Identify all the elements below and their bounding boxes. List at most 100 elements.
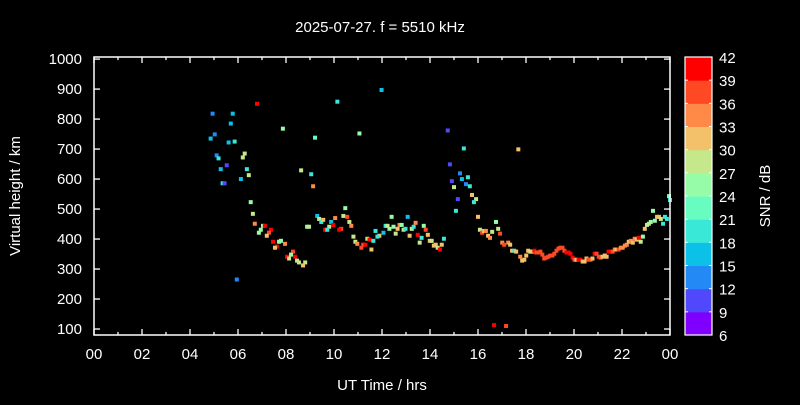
data-point [317,216,322,221]
data-point [371,238,376,243]
data-point [349,223,354,228]
data-point [411,224,416,229]
data-point [542,256,547,261]
x-tick-label: 10 [326,346,343,363]
colorbar-tick-label: 33 [719,120,736,137]
data-point [437,247,442,252]
data-point [234,277,239,282]
colorbar-tick-label: 6 [719,328,727,345]
data-point [287,256,292,261]
data-point [476,214,480,219]
data-point [256,230,261,235]
data-point [363,242,368,247]
y-tick-label: 500 [57,201,82,218]
data-point [514,249,519,254]
data-point [395,226,400,231]
data-points [208,87,672,329]
x-axis-label: UT Time / hrs [337,377,427,394]
colorbar-tick-label: 21 [719,212,736,229]
y-tick-label: 200 [57,291,82,308]
data-point [568,251,573,256]
data-point [650,208,655,213]
data-point [271,239,276,244]
data-point [409,226,414,231]
data-point [325,227,330,232]
data-point [375,234,380,239]
data-point [365,236,370,241]
data-point [474,197,479,202]
colorbar-band [685,219,712,243]
data-point [355,241,360,246]
data-point [624,242,629,247]
data-point [319,219,324,224]
data-point [381,230,386,235]
data-point [359,245,364,250]
y-tick-label: 800 [57,111,82,128]
data-point [483,228,488,233]
data-point [502,242,507,247]
data-point [212,132,217,137]
data-point [280,126,285,131]
data-point [405,214,410,219]
colorbar-tick-label: 18 [719,235,736,252]
data-point [449,179,454,184]
data-point [357,131,362,136]
data-point [526,248,531,253]
data-point [518,254,523,259]
colorbar-band [685,242,712,266]
colorbar-tick-label: 36 [719,96,736,113]
data-point [347,219,352,224]
data-point [283,241,288,246]
data-point [640,234,645,239]
data-point [214,153,219,158]
data-point [240,155,245,160]
data-point [604,254,609,259]
data-point [421,223,426,228]
data-point [303,260,308,265]
data-point [315,213,320,218]
data-point [455,197,460,202]
colorbar-tick-label: 42 [719,50,736,67]
data-point [341,213,346,218]
data-point [540,252,545,257]
data-point [290,249,295,254]
data-point [351,234,356,239]
x-tick-label: 02 [134,346,151,363]
data-point [498,231,503,236]
data-point [608,249,613,254]
data-point [397,222,402,227]
colorbar-tick-label: 9 [719,305,727,322]
data-point [490,229,495,234]
data-point [626,239,631,244]
data-point [552,251,557,256]
data-point [335,99,340,104]
data-point [538,249,543,254]
data-point [465,175,470,180]
data-point [425,232,430,237]
data-point [522,257,527,262]
colorbar-tick-label: 12 [719,282,736,299]
data-point [441,236,446,241]
y-tick-label: 1000 [49,51,82,68]
data-point [407,233,412,238]
data-point [224,163,229,168]
data-point [379,87,384,92]
data-point [252,221,257,226]
data-point [258,227,263,232]
colorbar-band [685,265,712,290]
colorbar-tick-label: 30 [719,143,736,160]
data-point [296,260,301,265]
data-point [508,242,513,247]
data-point [520,258,525,263]
data-point [226,140,231,145]
colorbar-tick-label: 15 [719,259,736,276]
data-point [620,245,625,250]
data-point [323,227,328,232]
x-tick-label: 20 [566,346,583,363]
y-tick-label: 900 [57,81,82,98]
data-point [222,181,227,186]
data-point [345,214,350,219]
data-point [218,167,223,172]
data-point [661,221,666,226]
data-point [459,177,464,182]
